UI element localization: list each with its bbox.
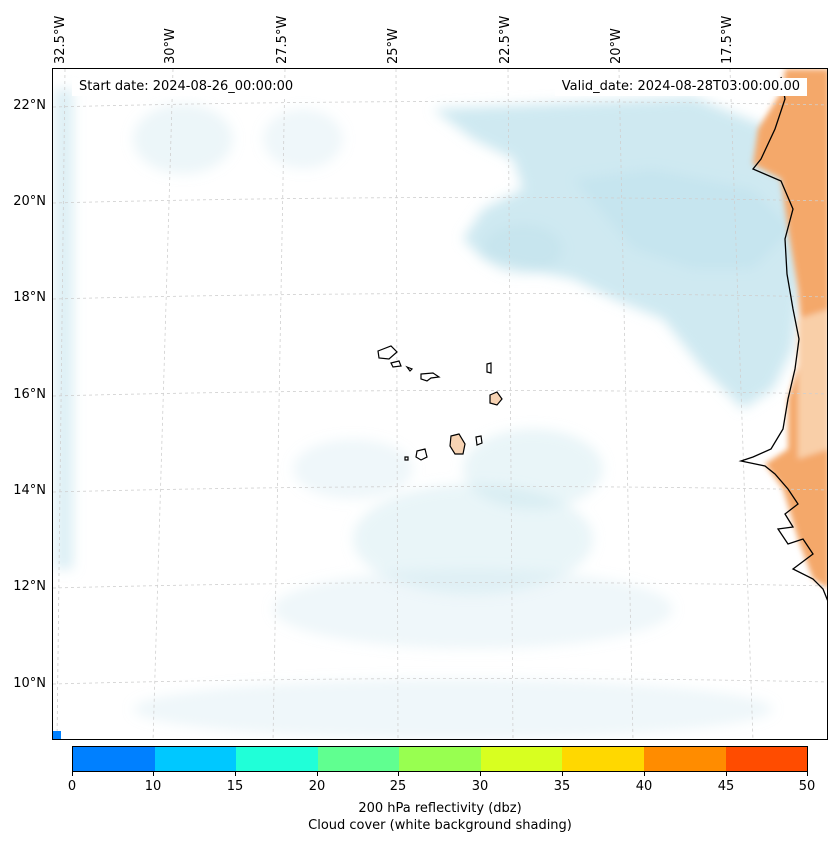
colorbar-tick-10: 10: [144, 779, 162, 794]
colorbar-segment-2: [236, 747, 318, 771]
colorbar-segment-6: [562, 747, 644, 771]
graticule: [53, 69, 827, 739]
colorbar-segment-1: [154, 747, 237, 771]
lat-label-20n: 20°N: [13, 194, 46, 209]
land-shading: [753, 69, 827, 588]
colorbar-tick-40: 40: [635, 779, 653, 794]
lat-label-18n: 18°N: [13, 290, 46, 305]
lon-label-32-5w: 32.5°W: [53, 15, 68, 64]
colorbar-segment-4: [399, 747, 481, 771]
valid-date-label: Valid_date: 2024-08-28T03:00:00.00: [554, 78, 807, 96]
colorbar-tick-25: 25: [389, 779, 407, 794]
colorbar-segment-7: [643, 747, 726, 771]
start-date-label: Start date: 2024-08-26_00:00:00: [72, 78, 301, 96]
lon-label-20w: 20°W: [609, 28, 624, 64]
colorbar-tick-15: 15: [226, 779, 244, 794]
map-panel[interactable]: [52, 68, 828, 740]
colorbar-tick-45: 45: [717, 779, 735, 794]
colorbar: [72, 746, 808, 772]
colorbar-segment-3: [317, 747, 400, 771]
cloud-cover-shading: [55, 89, 813, 739]
lat-label-14n: 14°N: [13, 483, 46, 498]
lat-label-22n: 22°N: [13, 98, 46, 113]
colorbar-tick-50: 50: [798, 779, 816, 794]
colorbar-label-cloud-cover: Cloud cover (white background shading): [308, 818, 572, 833]
colorbar-segment-0: [73, 747, 155, 771]
colorbar-tick-30: 30: [471, 779, 489, 794]
colorbar-segment-5: [480, 747, 563, 771]
cabo-verde-islands: [377, 345, 503, 461]
lat-label-10n: 10°N: [13, 676, 46, 691]
colorbar-tick-0: 0: [67, 779, 77, 794]
lon-label-27-5w: 27.5°W: [275, 15, 290, 64]
colorbar-tick-20: 20: [308, 779, 326, 794]
lat-label-16n: 16°N: [13, 387, 46, 402]
colorbar-label-reflectivity: 200 hPa reflectivity (dbz): [358, 801, 522, 816]
colorbar-tick-35: 35: [553, 779, 571, 794]
colorbar-segment-8: [725, 747, 808, 771]
map-canvas: [53, 69, 827, 739]
colorbar-marker: [53, 731, 61, 739]
coastline: [738, 76, 827, 601]
lon-label-25w: 25°W: [386, 28, 401, 64]
lon-label-22-5w: 22.5°W: [498, 15, 513, 64]
lon-label-17-5w: 17.5°W: [720, 15, 735, 64]
lat-label-12n: 12°N: [13, 579, 46, 594]
lon-label-30w: 30°W: [163, 28, 178, 64]
